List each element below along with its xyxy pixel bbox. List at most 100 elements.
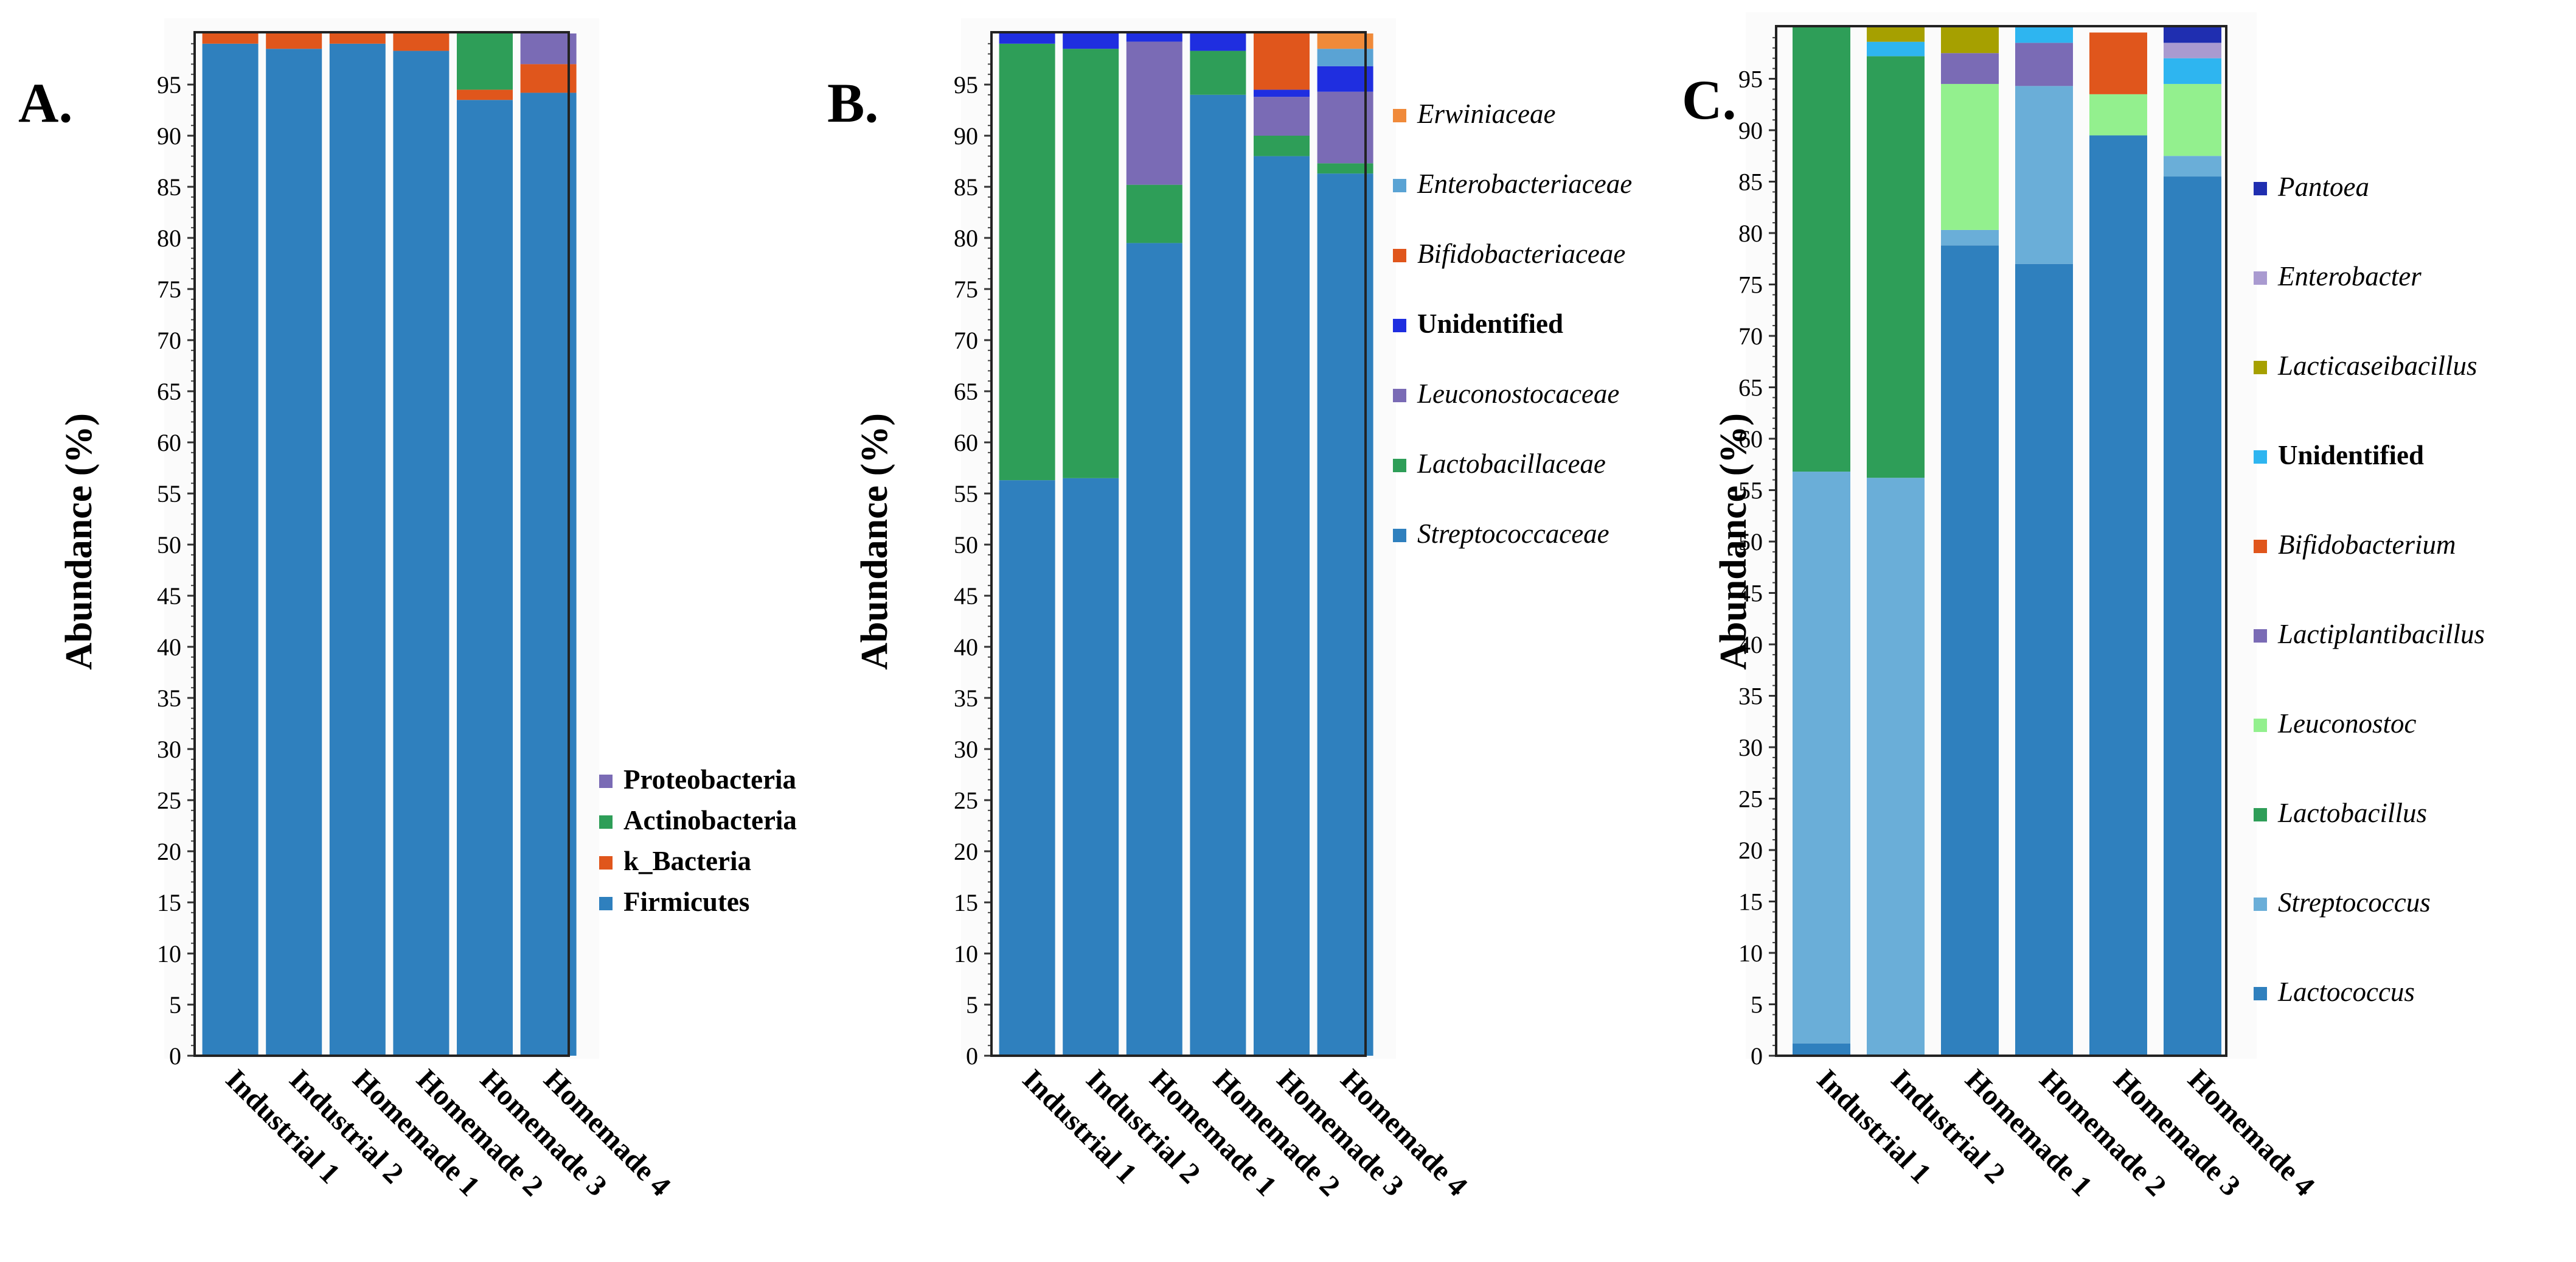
- chart-panel-a: A. Abundance (%) 0 5 10 15 20 25 30 35 40 45 50 55 60 6…: [18, 18, 797, 1202]
- plot-frame: [193, 31, 570, 1057]
- y-tick-label: 50: [954, 531, 978, 559]
- y-tick-label: 70: [954, 327, 978, 354]
- legend-swatch: [599, 856, 613, 870]
- bar-segment: [1317, 66, 1373, 92]
- bar-segment: [202, 33, 259, 44]
- bar-segment: [999, 480, 1055, 1056]
- legend-swatch: [2254, 450, 2267, 464]
- y-tick-label: 25: [954, 787, 978, 814]
- bar-segment: [1190, 94, 1246, 1056]
- y-tick-label: 95: [157, 71, 181, 99]
- legend-label: Lactobacillaceae: [1417, 448, 1606, 479]
- legend-label: Lactiplantibacillus: [2277, 619, 2485, 649]
- legend-label: Firmicutes: [623, 887, 749, 917]
- y-tick-label: 25: [157, 787, 181, 814]
- y-tick-label: 35: [157, 685, 181, 712]
- y-tick-label: 45: [157, 582, 181, 610]
- bar-segment: [1254, 136, 1310, 156]
- y-tick-label: 75: [1738, 271, 1763, 299]
- bar-segment: [1063, 33, 1119, 49]
- legend-label: Enterobacter: [2277, 261, 2422, 291]
- legend-label: Bifidobacteriaceae: [1417, 239, 1625, 269]
- y-tick-label: 45: [1738, 580, 1763, 607]
- y-tick-label: 60: [954, 429, 978, 456]
- bar-segment: [1317, 49, 1373, 66]
- legend-swatch: [2254, 987, 2267, 1000]
- bar-segment: [1867, 56, 1925, 478]
- bar-segment: [2089, 32, 2147, 94]
- legend-label: Proteobacteria: [623, 764, 796, 795]
- panel-label: C.: [1682, 69, 1736, 131]
- y-tick-label: 10: [157, 940, 181, 967]
- bar-segment: [1190, 33, 1246, 51]
- plot-frame: [1775, 25, 2227, 1057]
- y-tick-label: 60: [157, 429, 181, 456]
- y-tick-label: 90: [954, 122, 978, 150]
- y-tick-label: 70: [1738, 322, 1763, 350]
- legend-swatch: [1393, 319, 1406, 332]
- y-tick-label: 10: [1738, 940, 1763, 967]
- y-tick-label: 20: [1738, 837, 1763, 864]
- y-tick-label: 85: [157, 173, 181, 201]
- bar-segment: [457, 33, 513, 90]
- bar-segment: [1317, 33, 1373, 49]
- y-tick-label: 50: [157, 531, 181, 559]
- y-tick-label: 25: [1738, 786, 1763, 813]
- bar-segment: [2164, 176, 2221, 1056]
- legend-swatch: [599, 815, 613, 829]
- bar-segment: [2164, 43, 2221, 58]
- bar-segment: [1126, 184, 1182, 243]
- bar-segment: [520, 92, 577, 1056]
- y-tick-label: 95: [954, 71, 978, 99]
- bar-segment: [1317, 163, 1373, 174]
- legend-label: Bifidobacterium: [2278, 529, 2456, 560]
- bar-segment: [1941, 229, 1999, 246]
- bar-segment: [2015, 43, 2073, 86]
- y-tick-label: 30: [157, 736, 181, 763]
- legend-label: Enterobacteriaceae: [1417, 169, 1632, 199]
- y-tick-label: 65: [157, 378, 181, 405]
- y-tick-label: 50: [1738, 528, 1763, 556]
- y-tick-label: 40: [954, 633, 978, 661]
- bar-segment: [2015, 27, 2073, 43]
- legend-swatch: [2254, 182, 2267, 195]
- bar-segment: [2089, 94, 2147, 136]
- bar-segment: [393, 51, 450, 1056]
- y-axis-label: Abundance (%): [1713, 413, 1754, 670]
- y-tick-label: 5: [966, 991, 978, 1019]
- bar-segment: [1941, 245, 1999, 1056]
- bar-segment: [202, 43, 259, 1056]
- bar-segment: [2089, 135, 2147, 1056]
- bar-segment: [1254, 89, 1310, 97]
- bar-segment: [1126, 243, 1182, 1056]
- bar-segment: [1941, 27, 1999, 54]
- y-tick-label: 70: [157, 327, 181, 354]
- bar-segment: [999, 33, 1055, 44]
- y-tick-label: 0: [966, 1042, 978, 1070]
- y-axis-label: Abundance (%): [58, 413, 100, 670]
- legend-swatch: [1393, 249, 1406, 262]
- bar-segment: [1254, 156, 1310, 1056]
- y-tick-label: 55: [954, 480, 978, 507]
- legend-swatch: [2254, 361, 2267, 374]
- y-tick-label: 15: [157, 889, 181, 916]
- legend-label: Leuconostoc: [2277, 708, 2416, 739]
- bar-segment: [999, 43, 1055, 481]
- y-tick-label: 55: [1738, 477, 1763, 504]
- legend-swatch: [2254, 271, 2267, 285]
- y-tick-label: 5: [1751, 991, 1763, 1019]
- bar-segment: [1867, 41, 1925, 57]
- bar-segment: [2164, 27, 2221, 43]
- bar-segment: [1793, 27, 1850, 472]
- y-tick-label: 65: [1738, 374, 1763, 402]
- bar-segment: [1254, 97, 1310, 136]
- y-tick-label: 85: [1738, 169, 1763, 196]
- y-tick-label: 35: [954, 685, 978, 712]
- legend-label: Lactobacillus: [2277, 798, 2427, 828]
- bar-segment: [1126, 33, 1182, 42]
- y-tick-label: 30: [954, 736, 978, 763]
- legend-swatch: [2254, 898, 2267, 911]
- y-tick-label: 15: [954, 889, 978, 916]
- panel-label: B.: [827, 72, 878, 134]
- bar-segment: [266, 33, 322, 49]
